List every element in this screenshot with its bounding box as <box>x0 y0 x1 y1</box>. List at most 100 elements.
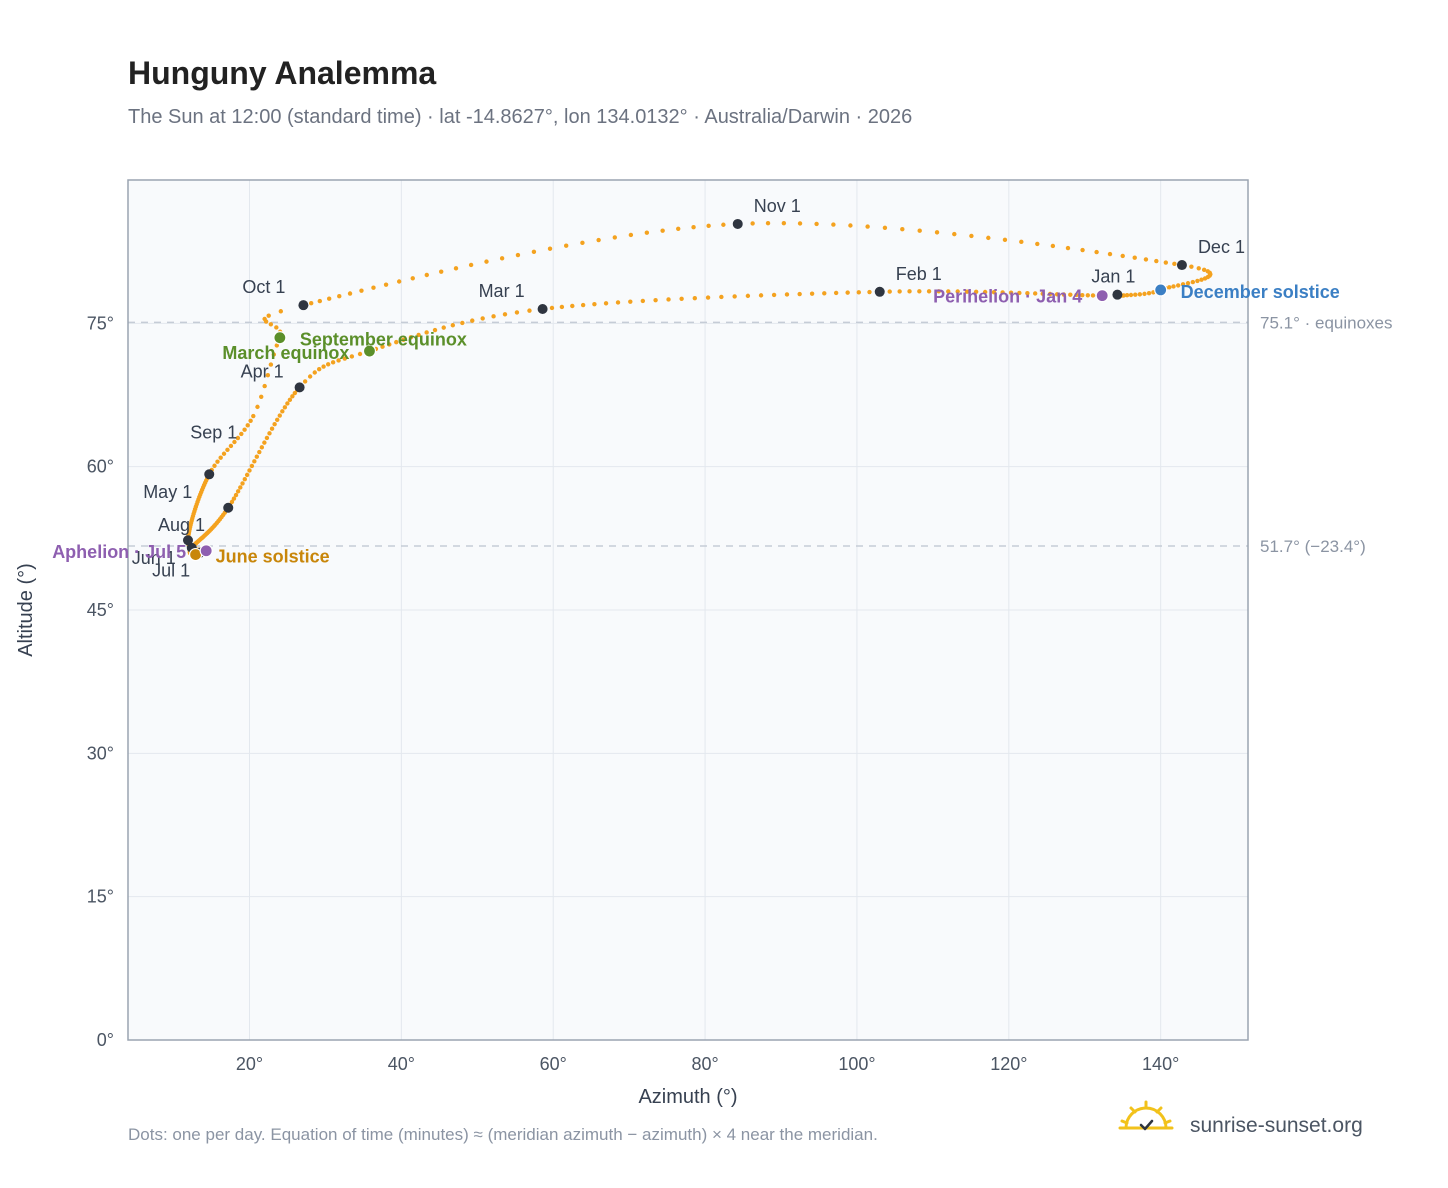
day-dot <box>450 323 456 328</box>
day-dot <box>269 426 275 431</box>
day-dot <box>527 308 532 313</box>
day-dot <box>441 325 446 330</box>
day-dot <box>432 327 438 333</box>
day-dot <box>1163 260 1169 265</box>
day-dot <box>833 290 839 296</box>
day-dot <box>252 459 257 464</box>
event-label: Perihelion · Jan 4 <box>933 287 1082 307</box>
chart-title: Hunguny Analemma <box>128 55 436 91</box>
day-dot <box>706 223 711 229</box>
day-dot <box>952 231 957 237</box>
event-label: March equinox <box>222 343 349 363</box>
month-marker <box>298 300 309 311</box>
y-tick-label: 30° <box>87 743 114 763</box>
day-dot <box>936 289 941 294</box>
day-dot <box>882 225 888 231</box>
day-dot <box>926 289 932 294</box>
day-dot <box>1201 267 1207 273</box>
day-dot <box>822 291 827 296</box>
day-dot <box>266 313 271 318</box>
day-dot <box>867 289 872 295</box>
day-dot <box>1202 276 1208 281</box>
day-dot <box>514 310 520 315</box>
day-dot <box>592 301 597 307</box>
day-dot <box>1074 292 1079 298</box>
x-tick-label: 80° <box>691 1054 718 1074</box>
day-dot <box>307 374 313 379</box>
day-dot <box>1154 258 1159 264</box>
day-dot <box>326 296 332 301</box>
day-dot <box>1133 292 1138 297</box>
day-dot <box>255 404 260 410</box>
day-dot <box>758 293 764 298</box>
day-dot <box>887 289 892 294</box>
day-dot <box>531 249 537 255</box>
day-dot <box>1175 283 1181 288</box>
day-dot <box>628 232 634 238</box>
day-dot <box>1124 293 1130 298</box>
day-dot <box>691 224 696 230</box>
day-dot <box>292 390 298 396</box>
day-dot <box>1002 237 1008 243</box>
day-dot <box>1050 243 1056 249</box>
day-dot <box>745 293 751 299</box>
day-dot <box>1035 241 1040 247</box>
day-dot <box>1137 292 1143 297</box>
day-dot <box>302 379 308 384</box>
brand-name: sunrise-sunset.org <box>1190 1114 1363 1137</box>
day-dot <box>262 440 267 445</box>
day-dot <box>312 370 317 375</box>
day-dot <box>603 301 609 306</box>
day-dot <box>231 496 237 501</box>
day-dot <box>248 418 253 423</box>
month-marker <box>1112 289 1123 300</box>
day-dot <box>705 295 711 300</box>
day-dot <box>416 332 421 338</box>
day-dot <box>982 289 988 295</box>
day-dot <box>453 266 459 271</box>
day-dot <box>917 228 922 233</box>
day-dot <box>1171 284 1176 289</box>
day-dot <box>280 409 285 414</box>
day-dot <box>233 492 239 498</box>
day-dot <box>1085 293 1091 298</box>
day-dot <box>580 240 585 246</box>
month-label: Oct 1 <box>242 277 285 297</box>
day-dot <box>265 373 271 378</box>
day-dot <box>349 354 355 359</box>
day-dot <box>424 272 429 278</box>
y-tick-label: 75° <box>87 313 114 333</box>
day-dot <box>719 294 724 300</box>
day-dot <box>946 289 951 294</box>
day-dot <box>257 449 262 455</box>
day-dot <box>1142 291 1147 297</box>
day-dot <box>484 259 489 264</box>
day-dot <box>653 297 658 303</box>
event-markers <box>188 283 1168 562</box>
day-dot <box>969 233 974 239</box>
month-markers <box>182 218 1187 558</box>
day-dot <box>330 360 336 365</box>
x-tick-label: 20° <box>236 1054 263 1074</box>
day-dot <box>628 299 633 304</box>
day-dot <box>221 451 227 456</box>
month-label: May 1 <box>143 482 192 502</box>
day-dot <box>986 235 991 241</box>
day-dot <box>468 262 474 268</box>
day-dot <box>692 295 698 301</box>
day-dot <box>264 435 270 441</box>
day-dot <box>1019 239 1024 245</box>
day-dot <box>900 226 905 232</box>
day-dot <box>750 221 755 226</box>
day-dot <box>325 362 331 367</box>
day-dot <box>771 292 777 298</box>
sun-logo-icon <box>1118 1100 1174 1131</box>
month-label: Jan 1 <box>1091 267 1135 287</box>
day-dot <box>1080 292 1085 298</box>
day-dot <box>408 335 414 340</box>
plot-frame <box>127 179 1249 1041</box>
day-dot <box>287 397 293 403</box>
day-dot <box>1172 261 1177 267</box>
y-tick-label: 60° <box>87 457 114 477</box>
day-dot <box>309 301 314 306</box>
